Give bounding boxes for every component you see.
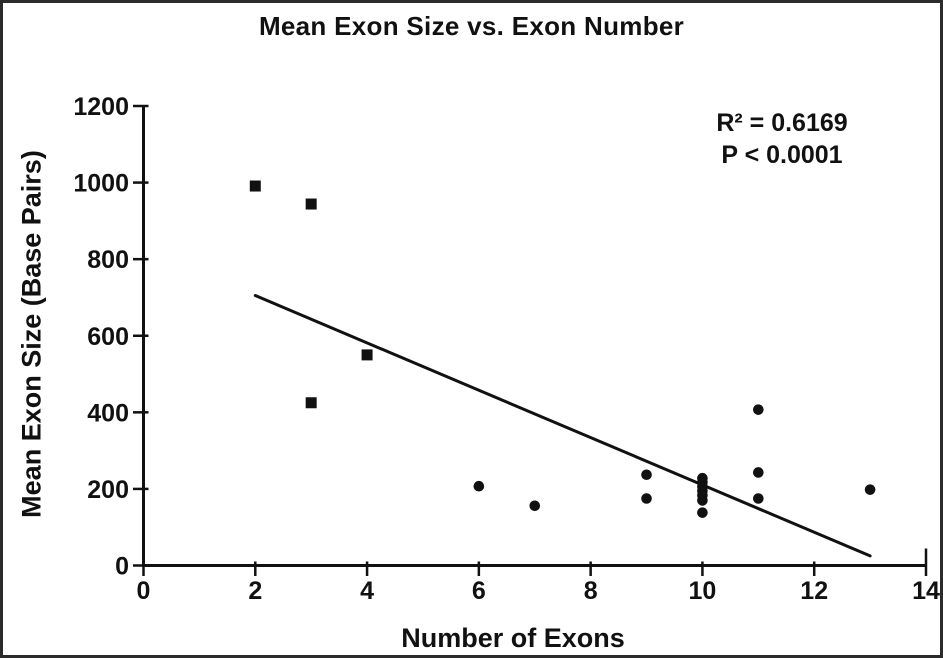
- data-point-circle: [641, 469, 652, 481]
- data-point-circle: [697, 507, 708, 518]
- trend-line: [253, 294, 872, 558]
- data-point-circle: [753, 467, 764, 478]
- y-tick-label: 0: [115, 553, 129, 581]
- data-point-circle: [529, 500, 541, 512]
- y-tick-label: 1000: [73, 170, 129, 198]
- data-point-square: [305, 198, 317, 210]
- data-point-square: [361, 349, 373, 361]
- y-tick-label: 600: [87, 323, 129, 351]
- x-tick-label: 12: [800, 577, 828, 605]
- y-tick-label: 400: [87, 399, 129, 427]
- r-squared-value: R² = 0.6169: [716, 109, 848, 137]
- x-tick-label: 0: [137, 577, 151, 605]
- x-tick-label: 2: [248, 577, 262, 605]
- x-axis-label: Number of Exons: [401, 623, 625, 653]
- stats-annotation: R² = 0.6169 P < 0.0001: [716, 107, 847, 171]
- x-tick-label: 8: [584, 577, 598, 605]
- x-tick-label: 6: [472, 577, 486, 605]
- y-tick-label: 800: [87, 246, 129, 274]
- y-tick-label: 1200: [73, 93, 129, 121]
- x-tick-label: 4: [360, 577, 374, 605]
- chart-title: Mean Exon Size vs. Exon Number: [258, 11, 685, 41]
- x-tick-label: 10: [689, 577, 717, 605]
- data-point-circle: [641, 493, 652, 504]
- data-point-circle: [697, 495, 708, 506]
- data-point-circle: [864, 484, 876, 495]
- x-tick-label: 14: [912, 577, 940, 605]
- p-value: P < 0.0001: [721, 141, 843, 169]
- data-point-circle: [753, 493, 764, 504]
- data-point-square: [249, 180, 261, 192]
- data-point-square: [305, 397, 317, 409]
- data-point-circle: [753, 404, 764, 415]
- data-point-circle: [473, 480, 485, 492]
- scatter-plot-canvas: 0 2 4 6 8 10 12 14 0 200 400 600 800 1000 1200: [73, 93, 940, 605]
- y-tick-label: 200: [87, 476, 129, 504]
